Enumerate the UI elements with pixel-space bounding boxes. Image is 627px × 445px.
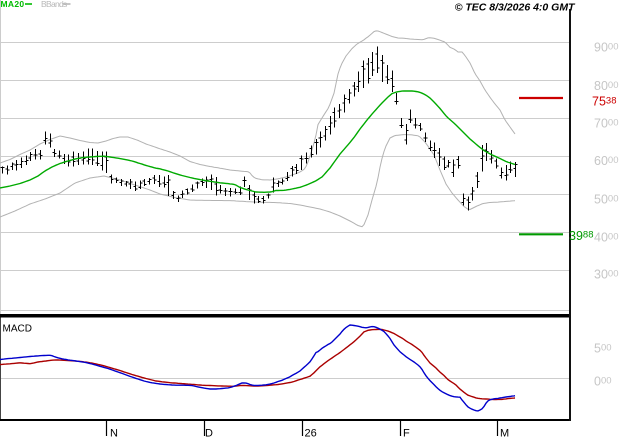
svg-text:MA20: MA20 bbox=[1, 0, 25, 9]
svg-text:© TEC 8/3/2026 4:0 GMT: © TEC 8/3/2026 4:0 GMT bbox=[455, 2, 576, 14]
svg-text:BBands: BBands bbox=[41, 0, 67, 9]
svg-text:7000: 7000 bbox=[594, 117, 618, 131]
svg-text:6000: 6000 bbox=[594, 154, 618, 168]
svg-text:D: D bbox=[205, 428, 213, 440]
svg-text:5000: 5000 bbox=[594, 193, 618, 207]
svg-text:26: 26 bbox=[305, 428, 317, 440]
svg-text:500: 500 bbox=[594, 342, 612, 356]
svg-text:MACD: MACD bbox=[3, 324, 32, 335]
svg-text:N: N bbox=[110, 428, 118, 440]
svg-text:9000: 9000 bbox=[594, 41, 618, 55]
svg-text:3988: 3988 bbox=[569, 229, 593, 243]
svg-text:3000: 3000 bbox=[594, 268, 618, 282]
svg-text:7538: 7538 bbox=[592, 95, 616, 109]
svg-text:8000: 8000 bbox=[594, 79, 618, 93]
svg-text:000: 000 bbox=[594, 375, 612, 389]
svg-text:4000: 4000 bbox=[594, 231, 618, 245]
svg-text:F: F bbox=[403, 428, 410, 440]
svg-text:M: M bbox=[500, 428, 509, 440]
